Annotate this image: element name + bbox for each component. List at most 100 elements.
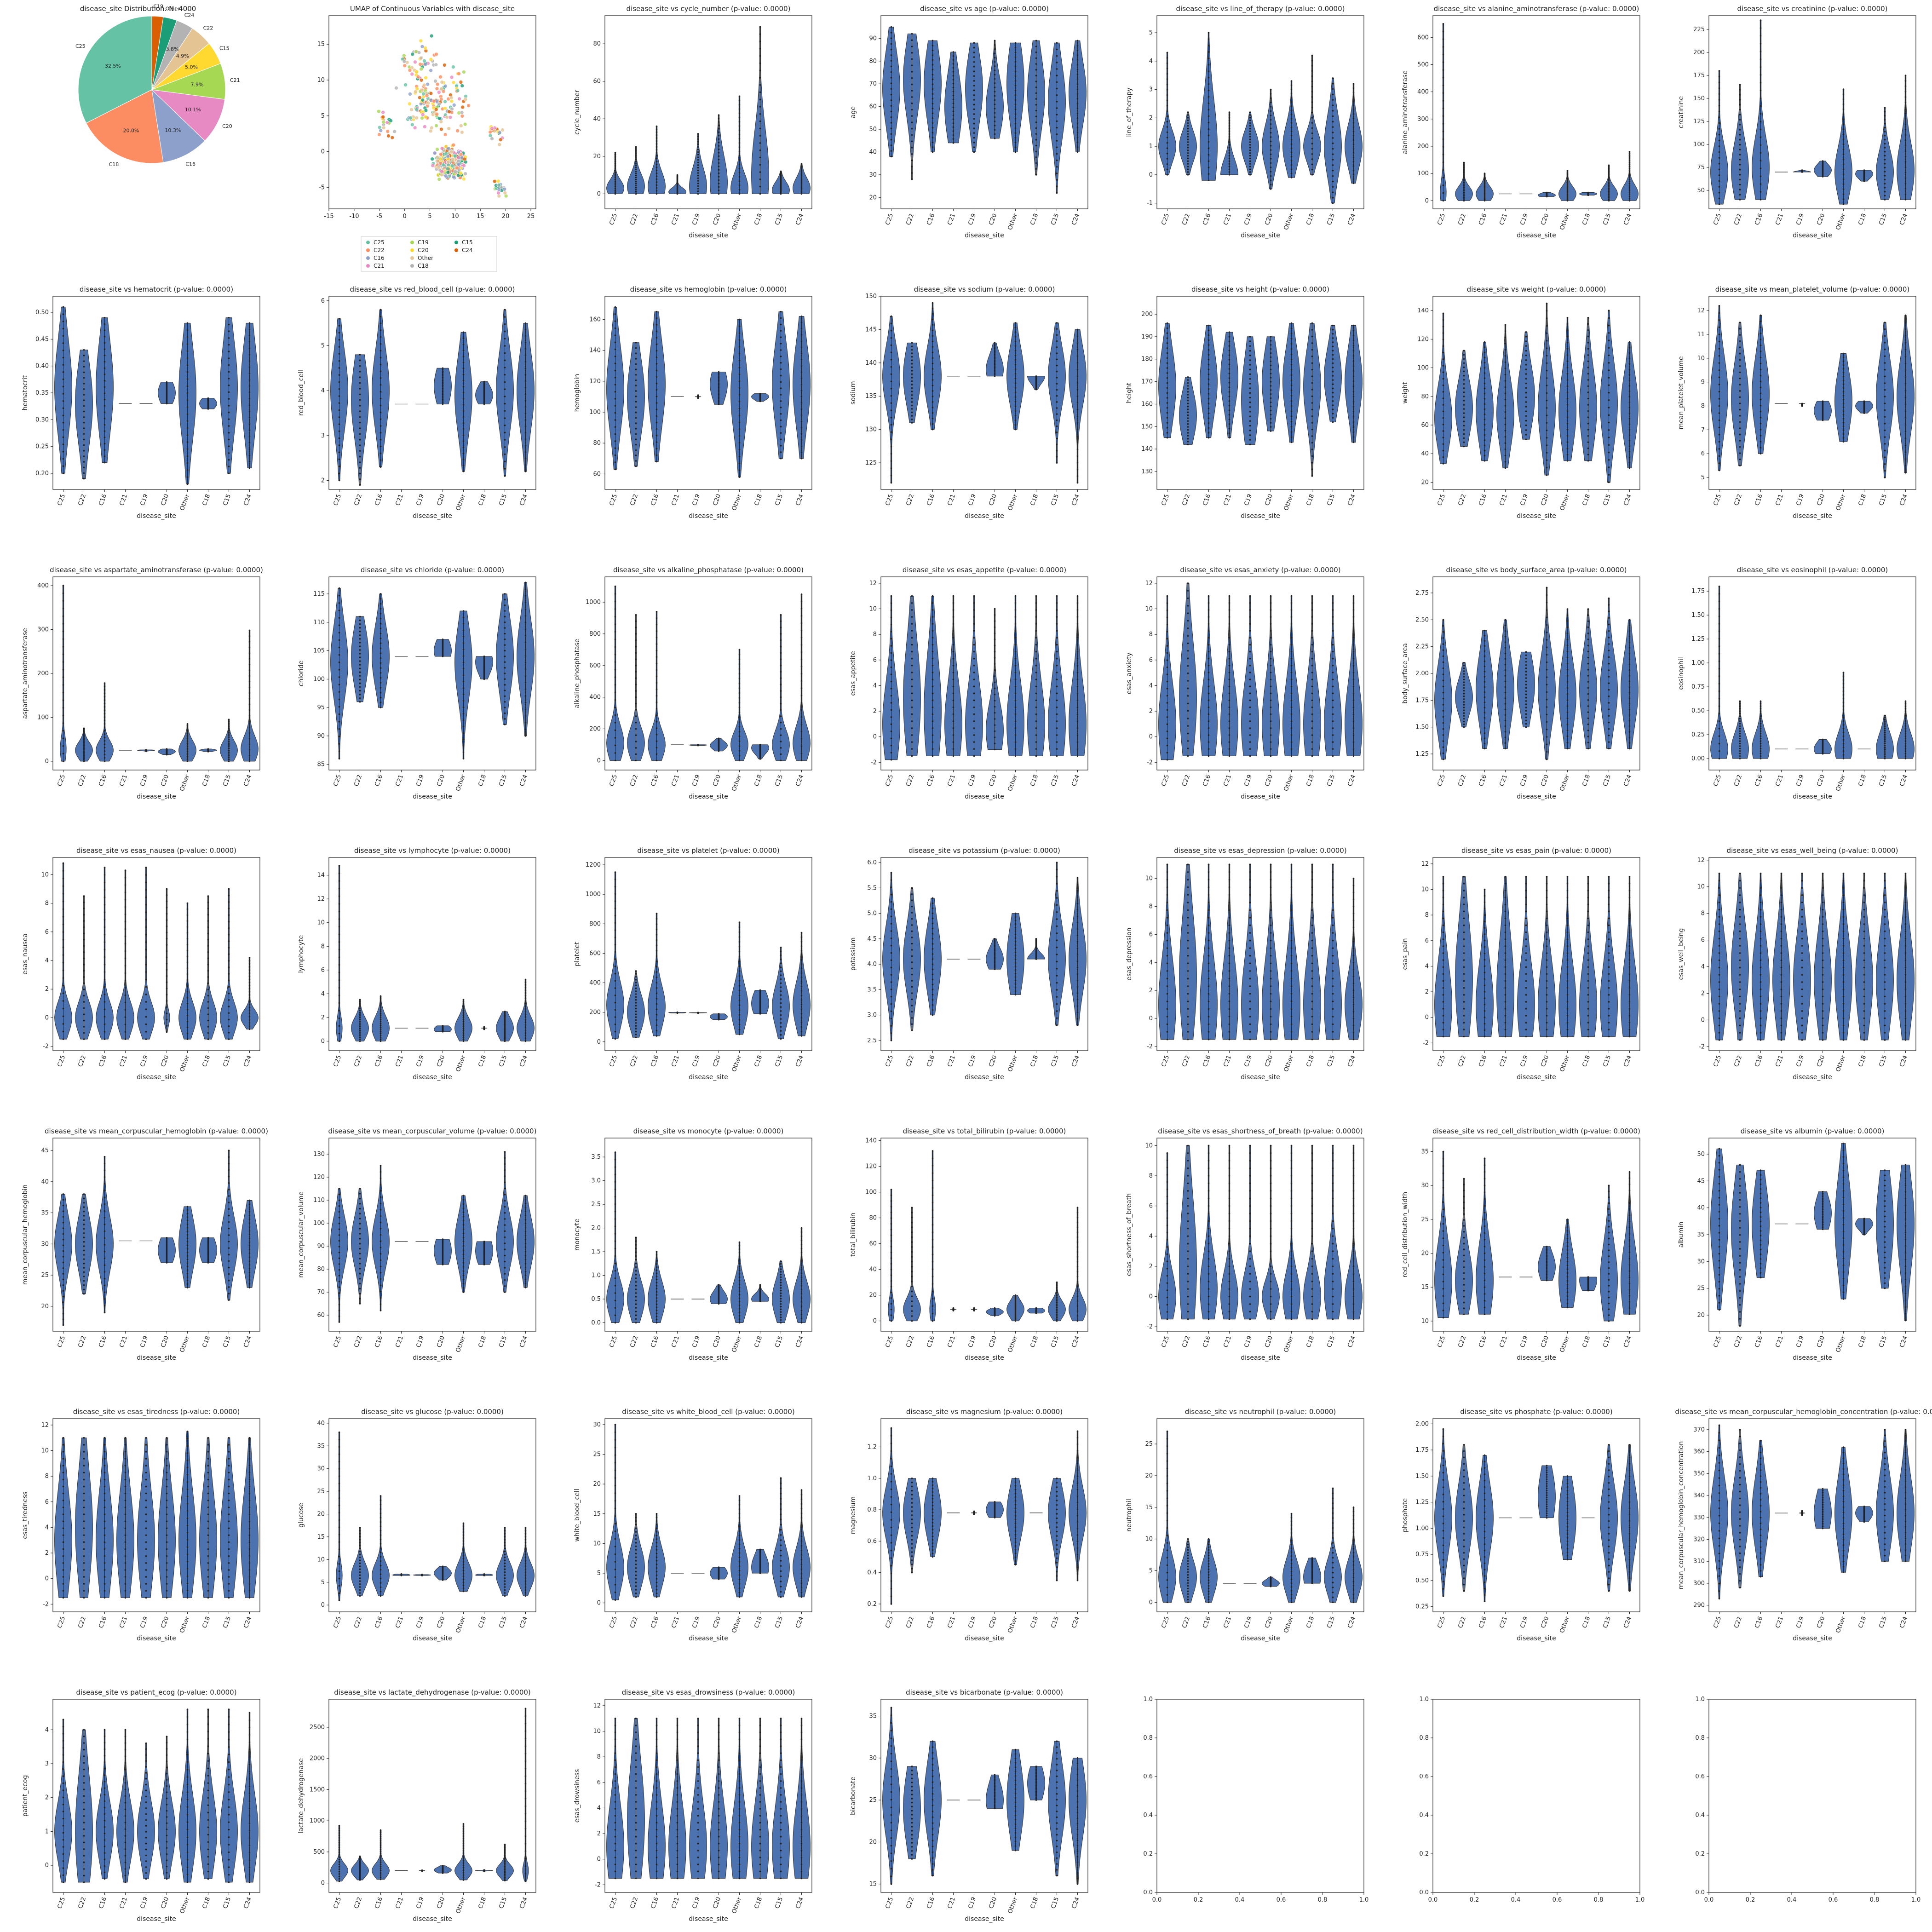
violin-point <box>62 400 64 402</box>
scatter-point <box>419 39 423 43</box>
violin-point <box>359 667 361 670</box>
violin-point <box>1311 435 1313 437</box>
x-tick-label-Other: Other <box>455 493 467 512</box>
violin-point <box>635 759 637 762</box>
y-tick-label: 10 <box>1697 355 1705 362</box>
violin-point <box>248 442 251 444</box>
violin-point <box>656 721 658 723</box>
violin-point <box>656 134 658 136</box>
violin-point <box>504 701 506 703</box>
violin-point <box>1352 441 1355 443</box>
violin-C20 <box>434 367 452 405</box>
violin-point <box>1442 23 1444 25</box>
violin-point <box>483 380 485 383</box>
violin-point <box>1208 70 1210 72</box>
y-tick-label: 200 <box>1693 49 1705 56</box>
violin-point <box>800 408 803 410</box>
violin-point <box>1249 336 1251 338</box>
violin-point <box>759 120 761 122</box>
x-tick-label-C18: C18 <box>201 774 212 787</box>
legend-marker-C24 <box>454 248 458 252</box>
violin-point <box>83 410 85 413</box>
violin-point <box>1166 432 1168 434</box>
violin-point <box>1208 378 1210 380</box>
x-tick-label-C19: C19 <box>967 213 978 226</box>
violin-point <box>1270 188 1272 190</box>
violin-point <box>62 385 64 388</box>
violin-point <box>462 610 465 612</box>
violin-point <box>890 366 892 368</box>
violin-point <box>656 190 658 192</box>
scatter-point <box>424 108 428 113</box>
violin-point <box>1166 99 1168 102</box>
violin-C20 <box>158 381 176 405</box>
violin-point <box>1504 442 1506 444</box>
scatter-point <box>500 128 505 132</box>
violin-point <box>186 728 189 730</box>
violin-point <box>1352 126 1355 128</box>
violin-point <box>1311 96 1313 98</box>
violin-point <box>248 467 251 469</box>
x-tick-label-C20: C20 <box>712 213 722 226</box>
violin-point <box>1228 373 1230 374</box>
violin-point <box>380 667 382 669</box>
violin-point <box>780 419 782 421</box>
violin-point <box>359 656 361 658</box>
violin-point <box>1442 463 1444 465</box>
violin-point <box>890 344 892 346</box>
scatter-point <box>416 75 420 79</box>
x-axis-label: disease_site <box>1241 512 1280 520</box>
violin-point <box>1228 391 1230 393</box>
violin-point <box>1249 340 1251 342</box>
y-tick-label: 135 <box>865 393 877 400</box>
violin-point <box>1760 410 1762 413</box>
violin-point <box>1352 391 1355 392</box>
violin-point <box>718 398 720 400</box>
violin-point <box>228 733 230 735</box>
violin-point <box>1311 375 1313 377</box>
violin-point <box>248 726 251 728</box>
violin-point <box>524 648 527 650</box>
violin-title: disease_site vs chloride (p-value: 0.000… <box>361 566 504 575</box>
violin-point <box>1187 382 1189 384</box>
violin-point <box>359 399 361 401</box>
violin-point <box>890 60 892 62</box>
violin-point <box>1166 147 1168 149</box>
violin-point <box>1904 107 1907 109</box>
violin-point <box>1842 398 1845 401</box>
violin-point <box>656 759 658 762</box>
x-tick-label-C19: C19 <box>1519 213 1530 226</box>
violin-point <box>911 359 913 361</box>
scatter-point <box>408 68 412 73</box>
violin-point <box>718 385 720 387</box>
violin-point <box>1076 382 1079 384</box>
violin-point <box>1228 160 1230 162</box>
x-tick-label-Other: Other <box>1835 213 1847 231</box>
legend-marker-C15 <box>454 241 458 244</box>
scatter-point <box>443 174 448 178</box>
violin-point <box>1739 184 1741 186</box>
violin-point <box>780 445 782 447</box>
violin-point <box>359 388 361 390</box>
scatter-point <box>459 171 463 175</box>
violin-point <box>1332 104 1334 106</box>
y-tick-label: 500 <box>1417 61 1429 68</box>
violin-point <box>1035 80 1037 82</box>
violin-point <box>614 608 616 610</box>
violin-point <box>1760 35 1762 37</box>
violin-point <box>635 156 637 158</box>
violin-point <box>1035 63 1037 65</box>
violin-point <box>1249 149 1251 151</box>
violin-point <box>656 363 658 365</box>
violin-point <box>1332 350 1334 352</box>
violin-point <box>338 632 340 634</box>
violin-point <box>1608 466 1610 468</box>
x-tick-label-C25: C25 <box>56 493 67 506</box>
violin-point <box>1718 362 1720 364</box>
violin-point <box>932 390 934 392</box>
y-tick-label: 8 <box>1701 403 1705 410</box>
violin-point <box>656 157 658 160</box>
violin-point <box>1056 389 1058 391</box>
violin-point <box>952 86 954 89</box>
violin-point <box>1166 126 1168 128</box>
